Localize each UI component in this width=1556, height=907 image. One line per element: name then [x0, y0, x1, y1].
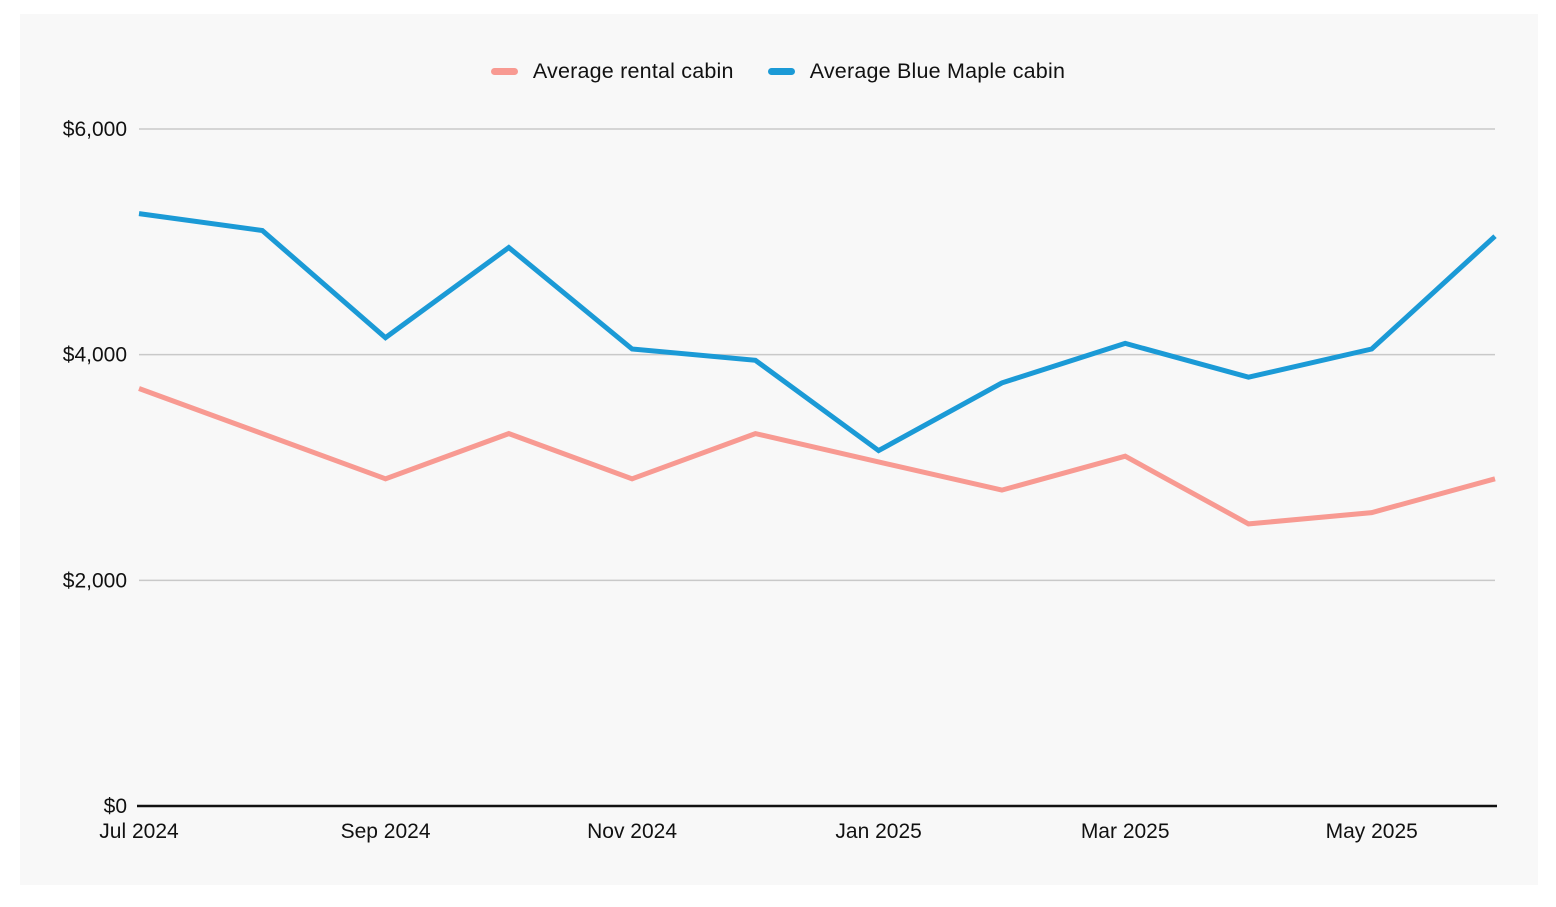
x-tick-label-mar-2025: Mar 2025 — [1081, 820, 1170, 843]
y-tick-label-2000: $2,000 — [63, 569, 127, 592]
y-tick-label-0: $0 — [104, 795, 127, 818]
chart-card — [20, 14, 1538, 885]
x-tick-label-sep-2024: Sep 2024 — [341, 820, 431, 843]
y-tick-label-6000: $6,000 — [63, 118, 127, 141]
x-tick-label-jan-2025: Jan 2025 — [835, 820, 921, 843]
x-tick-label-jul-2024: Jul 2024 — [99, 820, 179, 843]
x-tick-label-nov-2024: Nov 2024 — [587, 820, 677, 843]
series-line-average-rental-cabin — [138, 386, 1496, 527]
y-tick-label-4000: $4,000 — [63, 344, 127, 367]
x-tick-label-may-2025: May 2025 — [1326, 820, 1418, 843]
series-line-average-blue-maple-cabin — [138, 211, 1497, 454]
